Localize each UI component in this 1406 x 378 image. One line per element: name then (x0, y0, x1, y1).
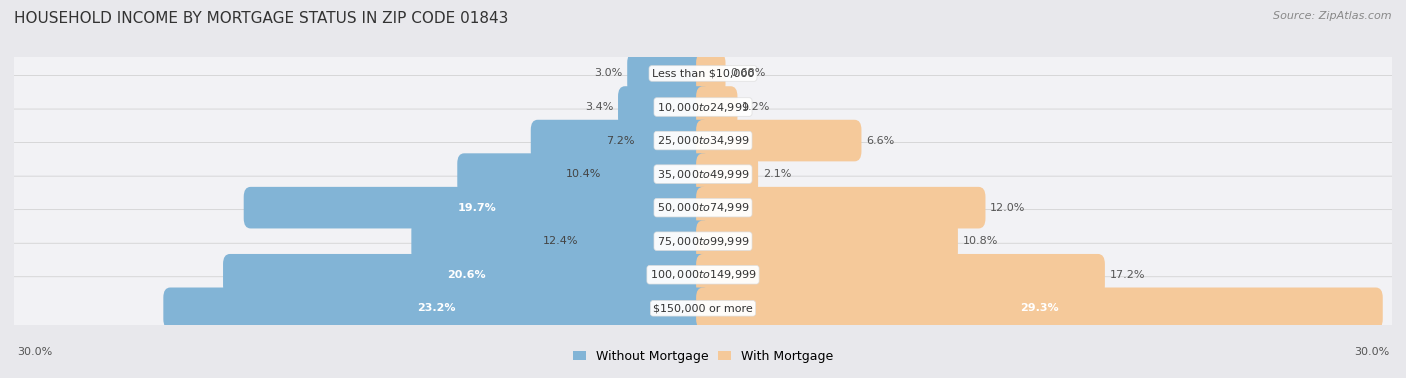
FancyBboxPatch shape (243, 187, 710, 228)
Text: 0.68%: 0.68% (730, 68, 765, 79)
FancyBboxPatch shape (627, 53, 710, 94)
FancyBboxPatch shape (457, 153, 710, 195)
Text: 2.1%: 2.1% (762, 169, 792, 179)
FancyBboxPatch shape (696, 153, 758, 195)
Text: $75,000 to $99,999: $75,000 to $99,999 (657, 235, 749, 248)
Text: 12.0%: 12.0% (990, 203, 1025, 213)
FancyBboxPatch shape (696, 254, 1105, 296)
Text: Source: ZipAtlas.com: Source: ZipAtlas.com (1274, 11, 1392, 21)
Text: 3.0%: 3.0% (595, 68, 623, 79)
FancyBboxPatch shape (696, 120, 862, 161)
Text: 7.2%: 7.2% (606, 136, 634, 146)
FancyBboxPatch shape (531, 120, 710, 161)
FancyBboxPatch shape (3, 176, 1403, 239)
Text: $100,000 to $149,999: $100,000 to $149,999 (650, 268, 756, 281)
Text: 17.2%: 17.2% (1109, 270, 1144, 280)
Text: 12.4%: 12.4% (543, 236, 578, 246)
Text: $150,000 or more: $150,000 or more (654, 303, 752, 313)
Text: 1.2%: 1.2% (742, 102, 770, 112)
FancyBboxPatch shape (224, 254, 710, 296)
FancyBboxPatch shape (619, 86, 710, 128)
FancyBboxPatch shape (696, 220, 957, 262)
Text: 6.6%: 6.6% (866, 136, 894, 146)
Text: $50,000 to $74,999: $50,000 to $74,999 (657, 201, 749, 214)
Text: 30.0%: 30.0% (17, 347, 52, 356)
Text: 19.7%: 19.7% (457, 203, 496, 213)
FancyBboxPatch shape (696, 53, 725, 94)
Text: HOUSEHOLD INCOME BY MORTGAGE STATUS IN ZIP CODE 01843: HOUSEHOLD INCOME BY MORTGAGE STATUS IN Z… (14, 11, 509, 26)
Legend: Without Mortgage, With Mortgage: Without Mortgage, With Mortgage (568, 345, 838, 368)
Text: 30.0%: 30.0% (1354, 347, 1389, 356)
FancyBboxPatch shape (3, 243, 1403, 306)
Text: 10.8%: 10.8% (963, 236, 998, 246)
FancyBboxPatch shape (412, 220, 710, 262)
Text: 29.3%: 29.3% (1021, 303, 1059, 313)
FancyBboxPatch shape (696, 187, 986, 228)
FancyBboxPatch shape (3, 76, 1403, 139)
Text: 10.4%: 10.4% (565, 169, 602, 179)
Text: $25,000 to $34,999: $25,000 to $34,999 (657, 134, 749, 147)
Text: $10,000 to $24,999: $10,000 to $24,999 (657, 101, 749, 113)
FancyBboxPatch shape (3, 109, 1403, 172)
FancyBboxPatch shape (3, 210, 1403, 273)
Text: Less than $10,000: Less than $10,000 (652, 68, 754, 79)
FancyBboxPatch shape (3, 42, 1403, 105)
Text: $35,000 to $49,999: $35,000 to $49,999 (657, 167, 749, 181)
Text: 3.4%: 3.4% (585, 102, 613, 112)
FancyBboxPatch shape (696, 86, 738, 128)
FancyBboxPatch shape (163, 288, 710, 329)
FancyBboxPatch shape (3, 277, 1403, 340)
FancyBboxPatch shape (696, 288, 1382, 329)
Text: 23.2%: 23.2% (418, 303, 456, 313)
FancyBboxPatch shape (3, 143, 1403, 206)
Text: 20.6%: 20.6% (447, 270, 486, 280)
